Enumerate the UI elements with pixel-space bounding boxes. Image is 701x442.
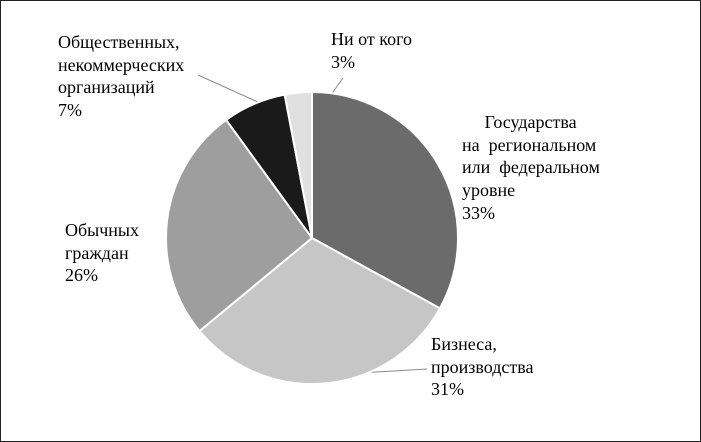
pie-slice-2 <box>165 118 313 333</box>
slice-label-state: Государства на региональном или федераль… <box>462 112 600 223</box>
slice-label-none: Ни от кого 3% <box>331 29 413 72</box>
slice-label-ngo: Общественных, некоммерческих организаций… <box>58 32 185 121</box>
pie-slice-1 <box>198 237 441 385</box>
leader-line-0 <box>197 74 259 103</box>
slice-label-citizens: Обычных граждан 26% <box>65 220 140 286</box>
pie-slice-0 <box>311 91 459 310</box>
pie-slices <box>165 91 459 385</box>
pie-slice-4 <box>283 91 313 239</box>
slice-label-business: Бизнеса, производства 31% <box>431 334 534 400</box>
